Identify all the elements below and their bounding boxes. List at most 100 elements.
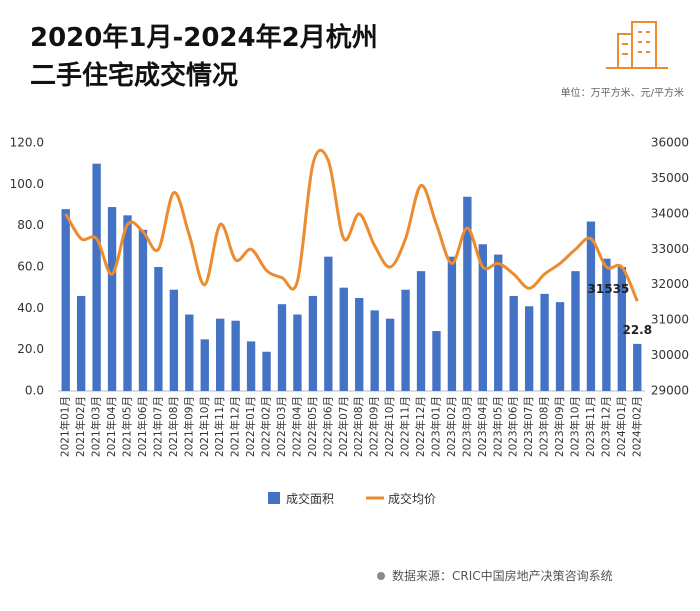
x-tick-label: 2022年07月	[337, 396, 350, 457]
legend-swatch	[268, 492, 280, 504]
bar	[92, 163, 101, 391]
x-tick-label: 2023年05月	[491, 396, 504, 457]
x-tick-label: 2022年08月	[352, 396, 365, 457]
bar	[308, 295, 318, 391]
x-tick-label: 2024年02月	[630, 396, 643, 457]
y2-tick-label: 29000	[651, 384, 689, 398]
x-tick-label: 2023年07月	[522, 396, 535, 457]
bar	[494, 254, 503, 391]
x-tick-label: 2022年04月	[290, 396, 303, 457]
bar	[401, 289, 410, 391]
x-tick-label: 2023年09月	[553, 396, 566, 457]
x-tick-label: 2021年08月	[167, 396, 180, 457]
bar	[555, 302, 565, 391]
y2-tick-label: 36000	[651, 136, 689, 150]
x-tick-label: 2022年03月	[275, 396, 288, 457]
bar	[586, 221, 596, 391]
line	[64, 148, 639, 302]
y-tick-label: 0.0	[25, 384, 44, 398]
y2-tick-label: 31000	[651, 313, 689, 327]
bar	[185, 314, 194, 391]
x-tick-label: 2021年02月	[74, 396, 87, 457]
y-tick-label: 40.0	[17, 301, 44, 315]
x-tick-label: 2021年06月	[136, 396, 149, 457]
x-tick-label: 2023年08月	[538, 396, 551, 457]
bar	[478, 244, 487, 391]
y-tick-label: 80.0	[17, 218, 44, 232]
bar	[246, 341, 256, 391]
x-tick-label: 2022年06月	[321, 396, 334, 457]
bar	[602, 258, 611, 391]
y2-tick-label: 35000	[651, 171, 689, 185]
x-tick-label: 2021年03月	[90, 396, 103, 457]
x-tick-label: 2023年10月	[568, 396, 581, 457]
x-tick-label: 2024年01月	[615, 396, 628, 457]
source-dot	[377, 572, 385, 580]
bar	[540, 293, 549, 391]
bar	[200, 339, 209, 391]
x-tick-label: 2023年04月	[476, 396, 489, 457]
bar	[216, 318, 225, 391]
bar	[432, 331, 441, 391]
x-tick-label: 2021年01月	[59, 396, 72, 457]
bar	[61, 209, 70, 391]
bar	[633, 343, 642, 391]
bar	[617, 267, 626, 391]
y-tick-label: 120.0	[10, 136, 44, 150]
bar	[262, 351, 271, 391]
x-tick-label: 2023年11月	[584, 396, 597, 457]
x-tick-label: 2021年09月	[182, 396, 195, 457]
y-tick-label: 60.0	[17, 260, 44, 274]
x-tick-label: 2023年12月	[599, 396, 612, 457]
x-tick-label: 2022年09月	[368, 396, 381, 457]
bar	[107, 207, 117, 391]
bar	[154, 267, 163, 391]
bar	[416, 271, 426, 391]
data-label: 31535	[588, 282, 630, 296]
x-tick-label: 2021年05月	[121, 396, 134, 457]
bar	[277, 304, 287, 391]
bar	[339, 287, 348, 391]
x-tick-label: 2021年11月	[213, 396, 226, 457]
y2-tick-label: 30000	[651, 348, 689, 362]
bar	[324, 256, 333, 391]
bar	[77, 295, 86, 391]
x-tick-label: 2023年06月	[507, 396, 520, 457]
y-tick-label: 100.0	[10, 177, 44, 191]
bar	[370, 310, 379, 391]
x-tick-label: 2022年01月	[244, 396, 257, 457]
x-tick-label: 2023年02月	[445, 396, 458, 457]
unit-label: 单位：万平方米、元/平方米	[561, 86, 684, 99]
x-tick-label: 2023年01月	[429, 396, 442, 457]
x-tick-label: 2022年10月	[383, 396, 396, 457]
bar	[385, 318, 395, 391]
icon	[606, 21, 668, 69]
y-tick-label: 20.0	[17, 342, 44, 356]
x-tick-label: 2021年04月	[105, 396, 118, 457]
x-tick-label: 2022年05月	[306, 396, 319, 457]
bar	[509, 295, 518, 391]
bar	[169, 289, 179, 391]
bar	[231, 320, 240, 391]
bar	[463, 196, 472, 391]
x-tick-label: 2021年10月	[198, 396, 211, 457]
legend-label: 成交均价	[388, 491, 436, 506]
bar	[447, 256, 457, 391]
x-tick-label: 2021年12月	[229, 396, 242, 457]
x-tick-label: 2021年07月	[151, 396, 164, 457]
x-tick-label: 2022年02月	[260, 396, 273, 457]
bar	[123, 215, 132, 391]
source: 数据来源：CRIC中国房地产决策咨询系统	[392, 568, 613, 583]
bar	[524, 306, 534, 391]
x-tick-label: 2022年11月	[399, 396, 412, 457]
bar	[138, 229, 148, 391]
bar	[293, 314, 302, 391]
y2-tick-label: 33000	[651, 242, 689, 256]
bar	[571, 271, 580, 391]
data-label: 22.8	[622, 323, 652, 337]
chart-title: 2020年1月-2024年2月杭州	[30, 22, 378, 53]
y2-tick-label: 32000	[651, 277, 689, 291]
x-tick-label: 2022年12月	[414, 396, 427, 457]
chart-title: 二手住宅成交情况	[30, 60, 238, 91]
